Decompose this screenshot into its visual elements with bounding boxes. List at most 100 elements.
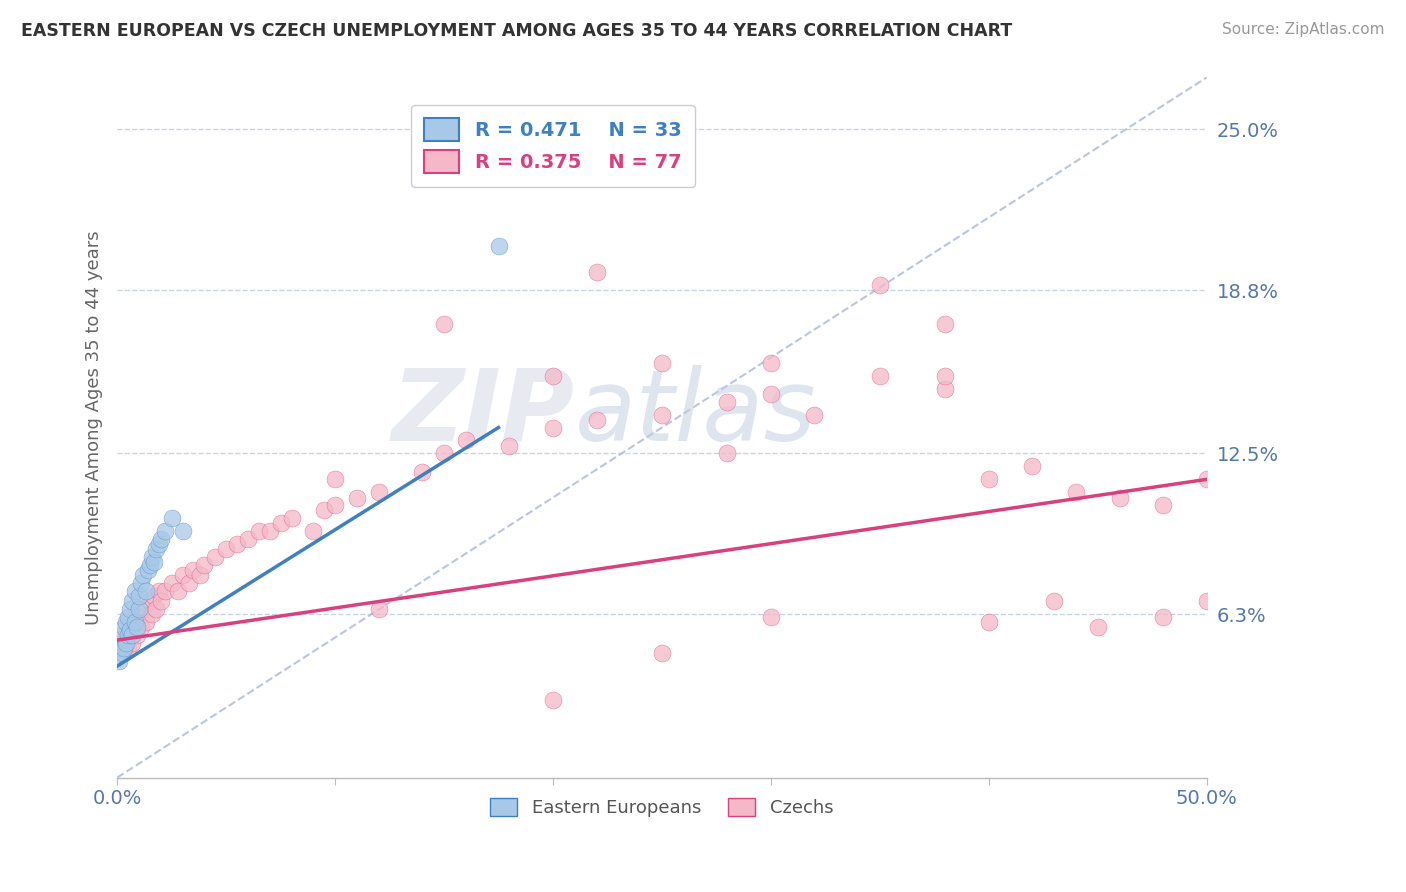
Point bbox=[759, 356, 782, 370]
Point bbox=[934, 368, 956, 383]
Point bbox=[1195, 594, 1218, 608]
Point bbox=[759, 386, 782, 401]
Point bbox=[541, 420, 564, 434]
Point bbox=[108, 640, 131, 655]
Point bbox=[236, 532, 259, 546]
Point bbox=[193, 558, 215, 572]
Point bbox=[183, 563, 205, 577]
Point bbox=[323, 472, 346, 486]
Point bbox=[134, 583, 156, 598]
Point bbox=[115, 628, 138, 642]
Point bbox=[141, 607, 163, 622]
Point bbox=[803, 408, 825, 422]
Point bbox=[215, 542, 238, 557]
Y-axis label: Unemployment Among Ages 35 to 44 years: Unemployment Among Ages 35 to 44 years bbox=[86, 230, 103, 624]
Point bbox=[259, 524, 281, 539]
Point bbox=[125, 628, 148, 642]
Point bbox=[1152, 609, 1174, 624]
Text: ZIP: ZIP bbox=[392, 365, 575, 462]
Point bbox=[454, 434, 477, 448]
Point bbox=[115, 615, 138, 629]
Point bbox=[121, 628, 143, 642]
Point bbox=[134, 615, 156, 629]
Point bbox=[204, 550, 226, 565]
Point bbox=[167, 583, 190, 598]
Point bbox=[651, 646, 673, 660]
Point bbox=[541, 368, 564, 383]
Point bbox=[120, 623, 142, 637]
Text: EASTERN EUROPEAN VS CZECH UNEMPLOYMENT AMONG AGES 35 TO 44 YEARS CORRELATION CHA: EASTERN EUROPEAN VS CZECH UNEMPLOYMENT A… bbox=[21, 22, 1012, 40]
Point bbox=[716, 446, 738, 460]
Point bbox=[148, 583, 170, 598]
Point bbox=[117, 628, 139, 642]
Point bbox=[120, 602, 142, 616]
Point bbox=[1195, 472, 1218, 486]
Point bbox=[125, 620, 148, 634]
Point bbox=[143, 555, 166, 569]
Point bbox=[934, 382, 956, 396]
Point bbox=[153, 524, 176, 539]
Point bbox=[247, 524, 270, 539]
Point bbox=[314, 503, 336, 517]
Point bbox=[977, 615, 1000, 629]
Point bbox=[108, 640, 131, 655]
Point bbox=[323, 498, 346, 512]
Point bbox=[1108, 491, 1130, 505]
Point bbox=[585, 413, 607, 427]
Point bbox=[270, 516, 292, 531]
Point bbox=[132, 602, 155, 616]
Text: Source: ZipAtlas.com: Source: ZipAtlas.com bbox=[1222, 22, 1385, 37]
Point bbox=[172, 568, 194, 582]
Point bbox=[143, 589, 166, 603]
Point bbox=[124, 615, 146, 629]
Point bbox=[153, 583, 176, 598]
Point bbox=[716, 394, 738, 409]
Point bbox=[367, 602, 389, 616]
Point bbox=[498, 439, 520, 453]
Point bbox=[124, 583, 146, 598]
Point bbox=[433, 446, 456, 460]
Point bbox=[977, 472, 1000, 486]
Point bbox=[302, 524, 325, 539]
Point bbox=[1043, 594, 1066, 608]
Point bbox=[1087, 620, 1109, 634]
Point bbox=[346, 491, 368, 505]
Point bbox=[934, 317, 956, 331]
Point bbox=[128, 589, 150, 603]
Point bbox=[160, 511, 183, 525]
Point bbox=[172, 524, 194, 539]
Point bbox=[160, 576, 183, 591]
Point bbox=[226, 537, 249, 551]
Point bbox=[128, 609, 150, 624]
Point bbox=[149, 532, 172, 546]
Point bbox=[280, 511, 302, 525]
Point bbox=[367, 485, 389, 500]
Point bbox=[128, 602, 150, 616]
Point bbox=[145, 602, 167, 616]
Point bbox=[1021, 459, 1043, 474]
Legend: Eastern Europeans, Czechs: Eastern Europeans, Czechs bbox=[484, 790, 841, 824]
Point bbox=[869, 277, 891, 292]
Point bbox=[411, 465, 433, 479]
Point bbox=[139, 558, 162, 572]
Point bbox=[117, 609, 139, 624]
Point bbox=[1152, 498, 1174, 512]
Point bbox=[121, 636, 143, 650]
Point bbox=[149, 594, 172, 608]
Text: atlas: atlas bbox=[575, 365, 817, 462]
Point bbox=[1064, 485, 1087, 500]
Point bbox=[112, 640, 135, 655]
Point bbox=[132, 568, 155, 582]
Point bbox=[541, 692, 564, 706]
Point bbox=[188, 568, 211, 582]
Point bbox=[115, 636, 138, 650]
Point bbox=[117, 640, 139, 655]
Point bbox=[108, 654, 131, 668]
Point bbox=[121, 594, 143, 608]
Point bbox=[869, 368, 891, 383]
Point bbox=[148, 537, 170, 551]
Point bbox=[145, 542, 167, 557]
Point bbox=[110, 636, 132, 650]
Point bbox=[585, 265, 607, 279]
Point bbox=[488, 239, 510, 253]
